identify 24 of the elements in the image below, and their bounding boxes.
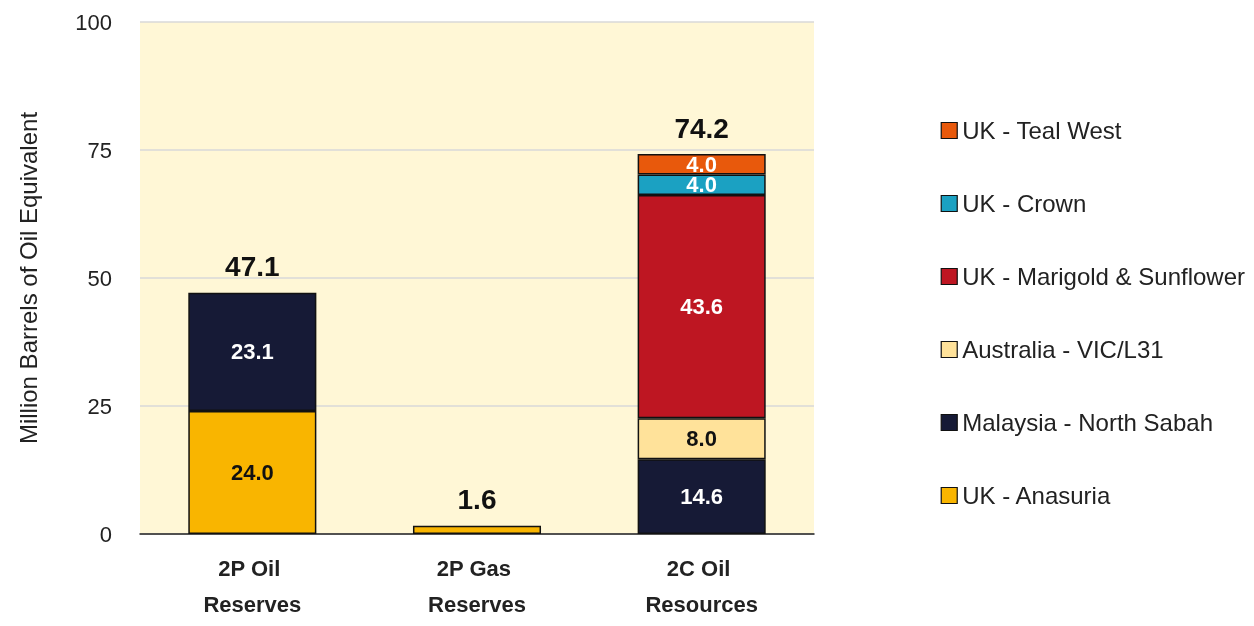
total-label: 1.6 (457, 484, 497, 516)
x-tick-label: 2C Oil Resources (645, 555, 758, 617)
legend-label: Australia - VIC/L31 (962, 336, 1164, 363)
legend-label: UK - Crown (962, 190, 1087, 217)
legend-label: UK - Teal West (962, 117, 1122, 144)
legend-label: UK - Anasuria (962, 482, 1111, 509)
y-axis-title: Million Barrels of Oil Equivalent (14, 111, 42, 445)
data-label: 8.0 (686, 426, 717, 452)
data-label: 43.6 (680, 294, 724, 320)
y-tick-label: 100 (75, 9, 112, 35)
y-tick-label: 25 (87, 393, 112, 419)
y-tick-label: 50 (87, 265, 112, 291)
legend-label: UK - Marigold & Sunflower (962, 263, 1246, 290)
total-label: 47.1 (225, 251, 280, 283)
total-label: 74.2 (674, 112, 729, 144)
bar (412, 525, 542, 534)
x-tick-label: 2P Gas Reserves (428, 555, 526, 617)
y-tick-label: 75 (87, 137, 112, 163)
data-label: 14.6 (680, 484, 724, 510)
data-label: 23.1 (230, 339, 274, 365)
y-tick-label: 0 (99, 521, 112, 547)
legend-label: Malaysia - North Sabah (962, 409, 1214, 436)
x-tick-label: 2P Oil Reserves (203, 555, 302, 617)
data-label: 24.0 (230, 460, 274, 486)
